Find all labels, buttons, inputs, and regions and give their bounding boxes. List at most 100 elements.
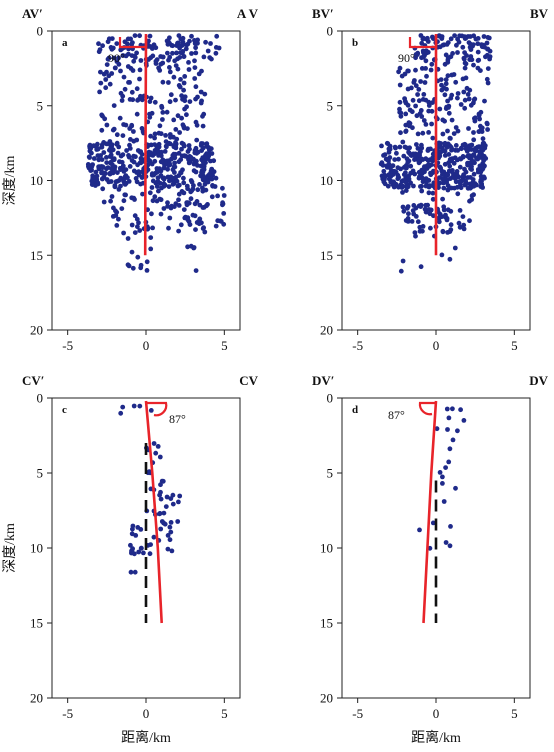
scatter-point	[446, 168, 452, 174]
scatter-point	[131, 138, 137, 144]
scatter-point	[163, 133, 169, 138]
scatter-point	[401, 153, 407, 159]
scatter-point	[138, 156, 144, 161]
scatter-point	[448, 524, 453, 529]
scatter-point	[201, 54, 207, 60]
scatter-point	[116, 187, 122, 192]
scatter-point	[468, 175, 473, 180]
scatter-point	[470, 181, 476, 187]
scatter-point	[416, 160, 422, 166]
scatter-point	[415, 219, 421, 225]
scatter-point	[201, 160, 206, 165]
scatter-point	[439, 148, 444, 154]
scatter-point	[132, 230, 138, 236]
scatter-point	[136, 169, 142, 175]
scatter-point	[139, 175, 145, 181]
scatter-point	[426, 130, 431, 135]
scatter-point	[471, 62, 476, 68]
scatter-point	[108, 146, 113, 152]
dip-angle-label: 90°	[108, 51, 125, 65]
scatter-point	[457, 164, 463, 170]
y-tick-label: 10	[320, 541, 333, 556]
scatter-point	[176, 159, 182, 165]
scatter-point	[193, 268, 199, 273]
scatter-point	[394, 150, 399, 156]
scatter-point	[152, 131, 158, 137]
scatter-point	[114, 140, 120, 146]
x-tick-label: -5	[62, 706, 73, 721]
scatter-point	[137, 149, 143, 155]
scatter-point	[467, 143, 473, 149]
scatter-point	[439, 252, 445, 258]
scatter-point	[167, 537, 173, 543]
scatter-point	[462, 65, 468, 71]
scatter-point	[469, 193, 475, 199]
scatter-point	[406, 211, 411, 217]
scatter-point	[171, 152, 177, 157]
scatter-point	[160, 157, 166, 163]
scatter-point	[456, 220, 462, 226]
scatter-point	[458, 407, 463, 413]
scatter-point	[167, 65, 172, 70]
scatter-point	[98, 69, 103, 75]
scatter-point	[412, 230, 418, 236]
scatter-point	[116, 178, 122, 184]
corner-label-right: A V	[237, 6, 259, 21]
scatter-point	[444, 406, 450, 412]
scatter-point	[485, 80, 491, 86]
scatter-point	[402, 144, 408, 150]
scatter-point	[398, 130, 403, 136]
scatter-point	[101, 199, 107, 205]
scatter-point	[209, 166, 215, 172]
scatter-point	[148, 246, 154, 252]
corner-label-left: DV′	[312, 373, 334, 388]
scatter-point	[135, 224, 140, 230]
scatter-point	[471, 130, 476, 135]
y-tick-label: 15	[320, 248, 333, 263]
scatter-point	[103, 85, 109, 91]
scatter-point	[170, 492, 176, 498]
scatter-point	[150, 225, 156, 231]
scatter-point	[105, 165, 111, 171]
dip-angle-label: 87°	[169, 412, 186, 426]
scatter-point	[405, 86, 411, 92]
scatter-point	[445, 177, 450, 182]
scatter-point	[182, 74, 188, 79]
scatter-point	[166, 225, 171, 231]
scatter-point	[423, 58, 429, 64]
scatter-point	[428, 172, 434, 178]
scatter-point	[166, 160, 172, 166]
scatter-point	[145, 156, 151, 162]
scatter-point	[122, 39, 128, 45]
scatter-point	[406, 149, 411, 155]
scatter-point	[449, 146, 455, 152]
scatter-point	[157, 196, 163, 202]
scatter-point	[479, 145, 485, 151]
scatter-point	[465, 185, 471, 191]
panel-b: -5 0 5 0 5 10 15 20 BV′ BV b 90°	[312, 6, 549, 353]
scatter-point	[122, 182, 128, 187]
scatter-point	[148, 408, 154, 413]
corner-label-left: BV′	[312, 6, 334, 21]
scatter-point	[443, 77, 449, 82]
scatter-point	[114, 132, 120, 138]
scatter-point	[141, 550, 146, 556]
scatter-point	[453, 143, 459, 148]
scatter-point	[166, 80, 171, 85]
scatter-point	[112, 183, 118, 188]
scatter-point	[104, 155, 109, 160]
scatter-point	[135, 254, 141, 260]
scatter-point	[410, 97, 416, 103]
scatter-point	[144, 268, 150, 273]
scatter-point	[150, 198, 156, 204]
scatter-point	[440, 196, 445, 202]
dip-angle-label: 90°	[398, 51, 415, 65]
corner-label-right: CV	[239, 373, 258, 388]
scatter-point	[189, 33, 194, 39]
scatter-point	[430, 135, 436, 141]
y-tick-label: 20	[320, 323, 333, 338]
scatter-point	[467, 218, 472, 224]
scatter-point	[421, 92, 427, 97]
scatter-point	[221, 221, 227, 227]
scatter-point	[453, 485, 458, 491]
